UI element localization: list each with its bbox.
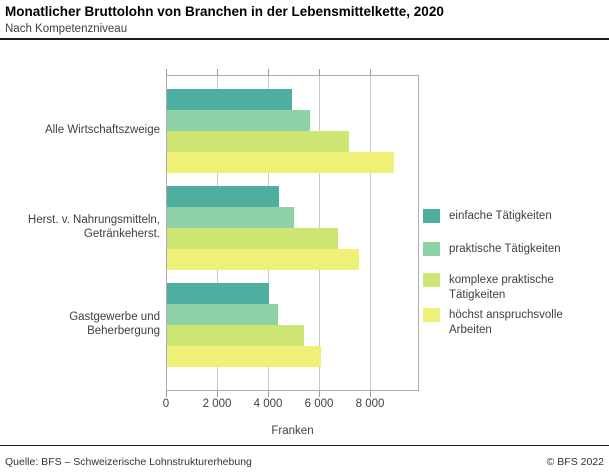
legend-swatch	[423, 308, 440, 322]
gridline	[370, 76, 371, 390]
legend-swatch	[423, 209, 440, 223]
legend-swatch	[423, 241, 440, 256]
chart-title: Monatlicher Bruttolohn von Branchen in d…	[5, 4, 444, 19]
bar	[167, 325, 304, 346]
bar	[167, 186, 279, 207]
axis-tick-top	[217, 69, 218, 75]
x-axis-title: Franken	[271, 425, 314, 437]
axis-tick-bottom	[370, 391, 371, 397]
axis-tick-bottom	[268, 391, 269, 397]
legend-item: praktische Tätigkeiten	[423, 241, 605, 257]
header-rule	[0, 38, 609, 40]
bar	[167, 283, 269, 304]
category-label-line: Alle Wirtschaftszweige	[44, 123, 160, 136]
footer-rule	[0, 445, 609, 446]
bar	[167, 304, 278, 325]
category-label: Alle Wirtschaftszweige	[0, 88, 160, 172]
legend: einfache Tätigkeiten praktische Tätigkeit…	[423, 209, 605, 337]
legend-item: höchst anspruchsvolle Arbeiten	[423, 308, 605, 337]
legend-label-line: höchst anspruchsvolle	[449, 309, 563, 321]
x-tick-label: 4 000	[253, 398, 283, 410]
axis-tick-top	[370, 69, 371, 75]
plot-area	[166, 75, 419, 391]
x-tick-label: 8 000	[355, 398, 385, 410]
axis-tick-top	[319, 69, 320, 75]
category-label-line: Beherbergung	[87, 325, 160, 337]
bar	[167, 249, 359, 270]
axis-tick-top	[166, 69, 167, 75]
chart-subtitle: Nach Kompetenzniveau	[5, 23, 128, 35]
x-tick-label: 2 000	[202, 398, 232, 410]
axis-tick-bottom	[319, 391, 320, 397]
legend-item: komplexe praktische Tätigkeiten	[423, 273, 605, 302]
bar	[167, 152, 394, 173]
copyright-text: © BFS 2022	[546, 456, 604, 468]
legend-label-line: praktische Tätigkeiten	[449, 242, 561, 255]
legend-label: einfache Tätigkeiten	[449, 209, 552, 224]
category-label: Gastgewerbe und Beherbergung	[0, 282, 160, 366]
category-label-line: Gastgewerbe und	[69, 310, 160, 323]
category-label-text: Gastgewerbe und Beherbergung	[69, 310, 160, 339]
legend-label: höchst anspruchsvolle Arbeiten	[449, 308, 563, 337]
x-tick-label: 0	[162, 398, 170, 410]
bar	[167, 110, 310, 131]
axis-tick-bottom	[166, 391, 167, 397]
source-text: Quelle: BFS – Schweizerische Lohnstruktu…	[5, 456, 252, 468]
bar	[167, 207, 294, 228]
category-label-line: Getränkeherst.	[83, 228, 160, 240]
axis-tick-top	[268, 69, 269, 75]
legend-label: praktische Tätigkeiten	[449, 242, 561, 257]
bar	[167, 89, 292, 110]
category-label-text: Alle Wirtschaftszweige	[45, 123, 160, 138]
legend-swatch	[423, 273, 440, 287]
legend-item: einfache Tätigkeiten	[423, 209, 605, 224]
legend-label-line: komplexe praktische	[449, 274, 554, 286]
category-label-text: Herst. v. Nahrungsmitteln, Getränkeherst.	[28, 213, 160, 242]
axis-tick-bottom	[217, 391, 218, 397]
bar	[167, 346, 321, 367]
bar	[167, 228, 338, 249]
category-label: Herst. v. Nahrungsmitteln, Getränkeherst.	[0, 185, 160, 269]
legend-label-line: Tätigkeiten	[449, 288, 506, 301]
legend-label-line: einfache Tätigkeiten	[449, 210, 552, 222]
legend-label: komplexe praktische Tätigkeiten	[449, 273, 554, 302]
x-tick-label: 6 000	[304, 398, 334, 410]
legend-label-line: Arbeiten	[449, 323, 492, 336]
category-label-line: Herst. v. Nahrungsmitteln,	[27, 213, 160, 226]
bar	[167, 131, 349, 152]
